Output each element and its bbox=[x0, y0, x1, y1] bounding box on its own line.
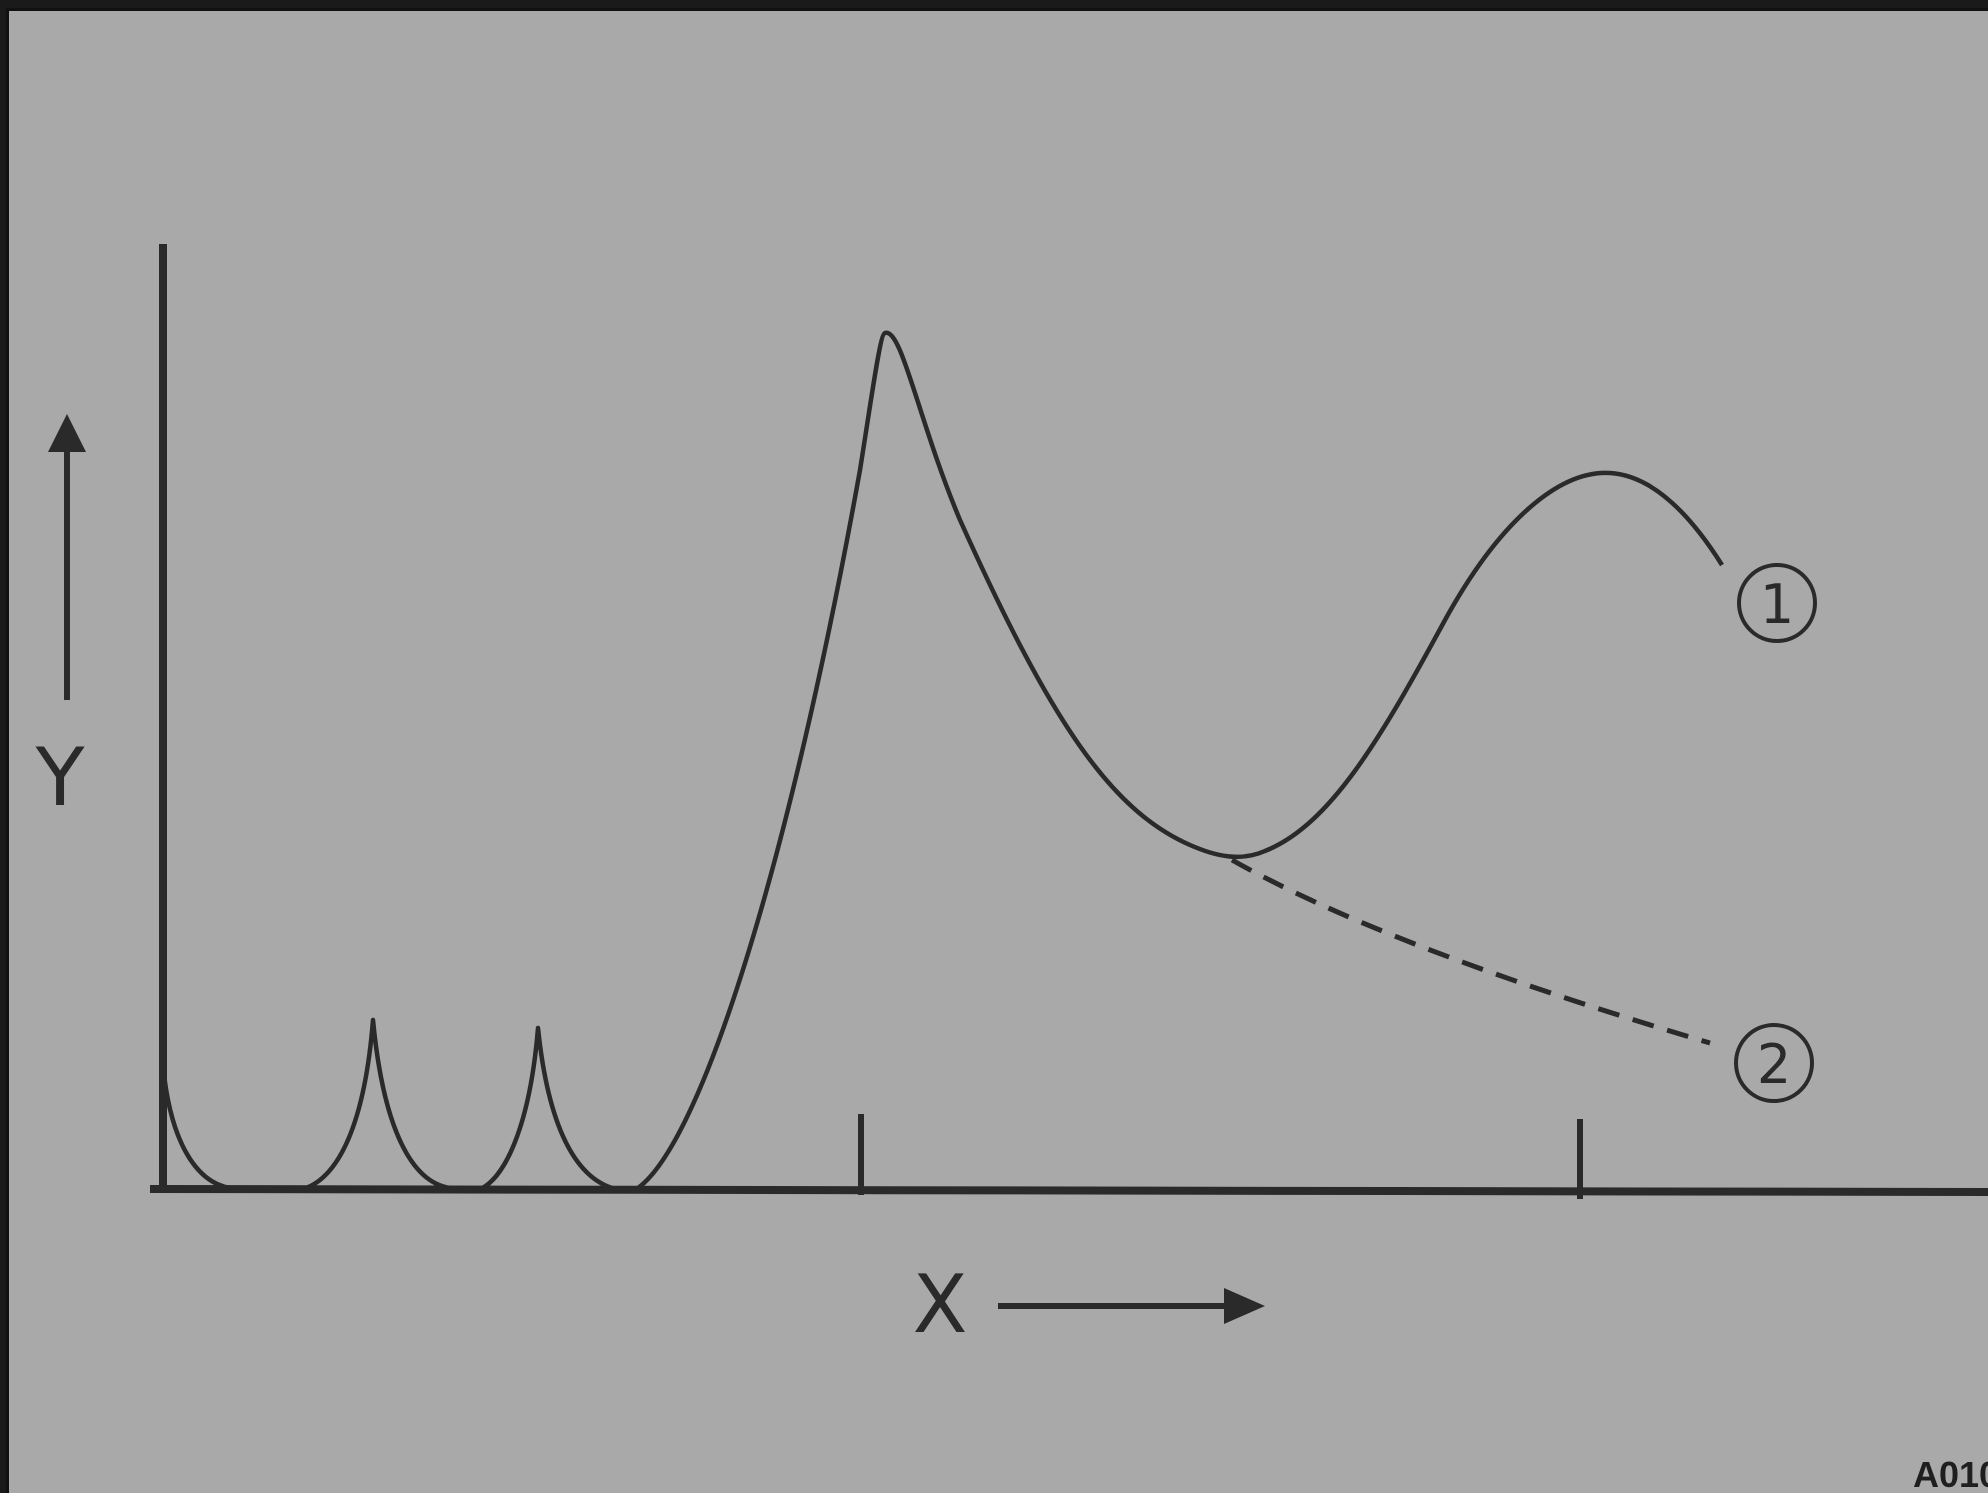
curve-2 bbox=[1230, 857, 1711, 1046]
x-axis-label: X bbox=[913, 1258, 968, 1351]
diagram-sheet bbox=[6, 8, 1988, 1493]
y-direction-arrow-head bbox=[48, 414, 86, 452]
figure-code: A010 bbox=[1913, 1454, 1988, 1493]
curve-1-marker: 1 bbox=[1737, 563, 1817, 643]
curve-1 bbox=[160, 330, 1724, 1193]
curve-1-marker-label: 1 bbox=[1760, 573, 1794, 636]
x-axis-line bbox=[149, 1185, 1988, 1196]
y-axis-label: Y bbox=[35, 731, 86, 824]
curve-2-marker-label: 2 bbox=[1757, 1033, 1791, 1096]
curve-2-marker: 2 bbox=[1734, 1023, 1814, 1103]
x-direction-arrow-head bbox=[1224, 1288, 1265, 1324]
